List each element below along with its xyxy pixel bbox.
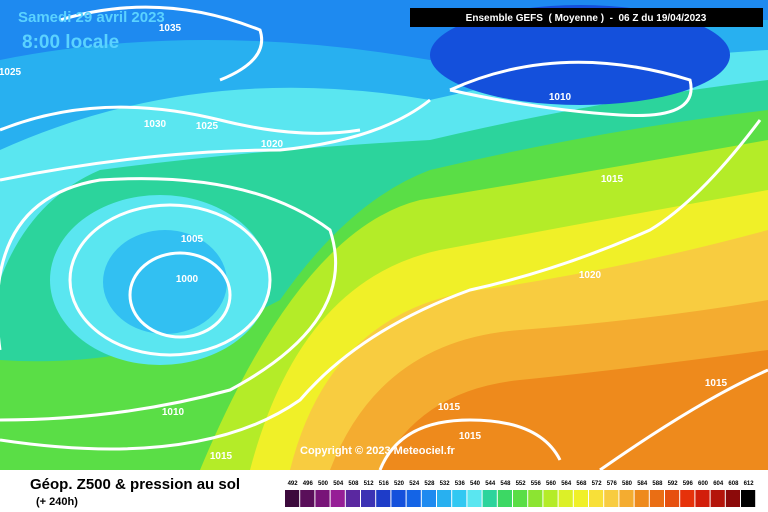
scale-label: 600 bbox=[698, 481, 709, 487]
scale-label: 572 bbox=[592, 481, 603, 487]
isobar-label: 1000 bbox=[176, 274, 199, 285]
isobar-label: 1010 bbox=[549, 92, 572, 103]
scale-swatch bbox=[421, 490, 436, 507]
scale-swatch bbox=[330, 490, 345, 507]
isobar-label: 1020 bbox=[579, 270, 602, 281]
scale-swatch bbox=[406, 490, 421, 507]
scale-label: 508 bbox=[348, 481, 359, 487]
scale-swatch bbox=[376, 490, 391, 507]
scale-swatch bbox=[452, 490, 467, 507]
scale-label: 580 bbox=[622, 481, 633, 487]
date: Samedi 29 avril 2023 bbox=[18, 9, 165, 26]
isobar-label: 1020 bbox=[261, 139, 284, 150]
scale-label: 560 bbox=[546, 481, 557, 487]
scale-swatch bbox=[558, 490, 573, 507]
scale-swatch bbox=[725, 490, 740, 507]
scale-swatch bbox=[634, 490, 649, 507]
isobar-label: 1015 bbox=[601, 174, 624, 185]
scale-label: 608 bbox=[728, 481, 739, 487]
run-box bbox=[410, 8, 763, 27]
scale-swatch bbox=[285, 490, 300, 507]
isobar-label: 1015 bbox=[705, 378, 728, 389]
scale-label: 544 bbox=[485, 481, 496, 487]
scale-label: 564 bbox=[561, 481, 572, 487]
scale-label: 568 bbox=[576, 481, 587, 487]
scale-label: 540 bbox=[470, 481, 481, 487]
scale-label: 596 bbox=[683, 481, 694, 487]
isobar-label: 1010 bbox=[162, 407, 185, 418]
isobar-label: 1015 bbox=[438, 402, 461, 413]
time: 8:00 locale bbox=[22, 32, 119, 53]
scale-label: 496 bbox=[303, 481, 314, 487]
scale-swatch bbox=[665, 490, 680, 507]
scale-label: 516 bbox=[379, 481, 390, 487]
scale-swatch bbox=[467, 490, 482, 507]
scale-swatch bbox=[361, 490, 376, 507]
scale-label: 532 bbox=[440, 481, 451, 487]
lead-time: (+ 240h) bbox=[36, 496, 78, 508]
scale-label: 492 bbox=[288, 481, 299, 487]
scale-label: 500 bbox=[318, 481, 329, 487]
scale-swatch bbox=[315, 490, 330, 507]
scale-swatch bbox=[619, 490, 634, 507]
scale-swatch bbox=[649, 490, 664, 507]
scale-swatch bbox=[345, 490, 360, 507]
scale-label: 524 bbox=[409, 481, 420, 487]
isobar-label: 1025 bbox=[196, 121, 219, 132]
isobars bbox=[0, 5, 768, 472]
isobar-label: 1005 bbox=[181, 234, 204, 245]
scale-swatch bbox=[300, 490, 315, 507]
scale-swatch bbox=[543, 490, 558, 507]
scale-label: 592 bbox=[668, 481, 679, 487]
scale-label: 520 bbox=[394, 481, 405, 487]
scale-swatch bbox=[573, 490, 588, 507]
isobar-label: 1030 bbox=[144, 119, 167, 130]
scale-swatch bbox=[482, 490, 497, 507]
scale-swatch bbox=[528, 490, 543, 507]
scale-label: 604 bbox=[713, 481, 724, 487]
scale-swatch bbox=[741, 490, 756, 507]
scale-swatch bbox=[437, 490, 452, 507]
footer-title: Géop. Z500 & pression au sol bbox=[30, 476, 240, 493]
scale-swatch bbox=[497, 490, 512, 507]
isobar-label: 1035 bbox=[159, 23, 182, 34]
scale-swatch bbox=[695, 490, 710, 507]
scale-label: 556 bbox=[531, 481, 542, 487]
scale-swatch bbox=[680, 490, 695, 507]
scale-label: 576 bbox=[607, 481, 618, 487]
scale-swatch bbox=[710, 490, 725, 507]
run-info: Ensemble GEFS ( Moyenne ) - 06 Z du 19/0… bbox=[466, 13, 707, 24]
copyright: Copyright © 2023 Meteociel.fr bbox=[300, 445, 456, 457]
scale-label: 612 bbox=[744, 481, 755, 487]
scale-label: 588 bbox=[652, 481, 663, 487]
isobar-label: 1025 bbox=[0, 67, 22, 78]
isobar-label: 1015 bbox=[459, 431, 482, 442]
scale-swatch bbox=[604, 490, 619, 507]
scale-label: 512 bbox=[364, 481, 375, 487]
scale-label: 528 bbox=[424, 481, 435, 487]
isobar-label: 1015 bbox=[210, 451, 233, 462]
scale-swatch bbox=[391, 490, 406, 507]
scale-label: 548 bbox=[500, 481, 511, 487]
scale-label: 584 bbox=[637, 481, 648, 487]
scale-label: 504 bbox=[333, 481, 344, 487]
scale-swatch bbox=[589, 490, 604, 507]
scale-label: 552 bbox=[516, 481, 527, 487]
scale-label: 536 bbox=[455, 481, 466, 487]
scale-swatch bbox=[513, 490, 528, 507]
